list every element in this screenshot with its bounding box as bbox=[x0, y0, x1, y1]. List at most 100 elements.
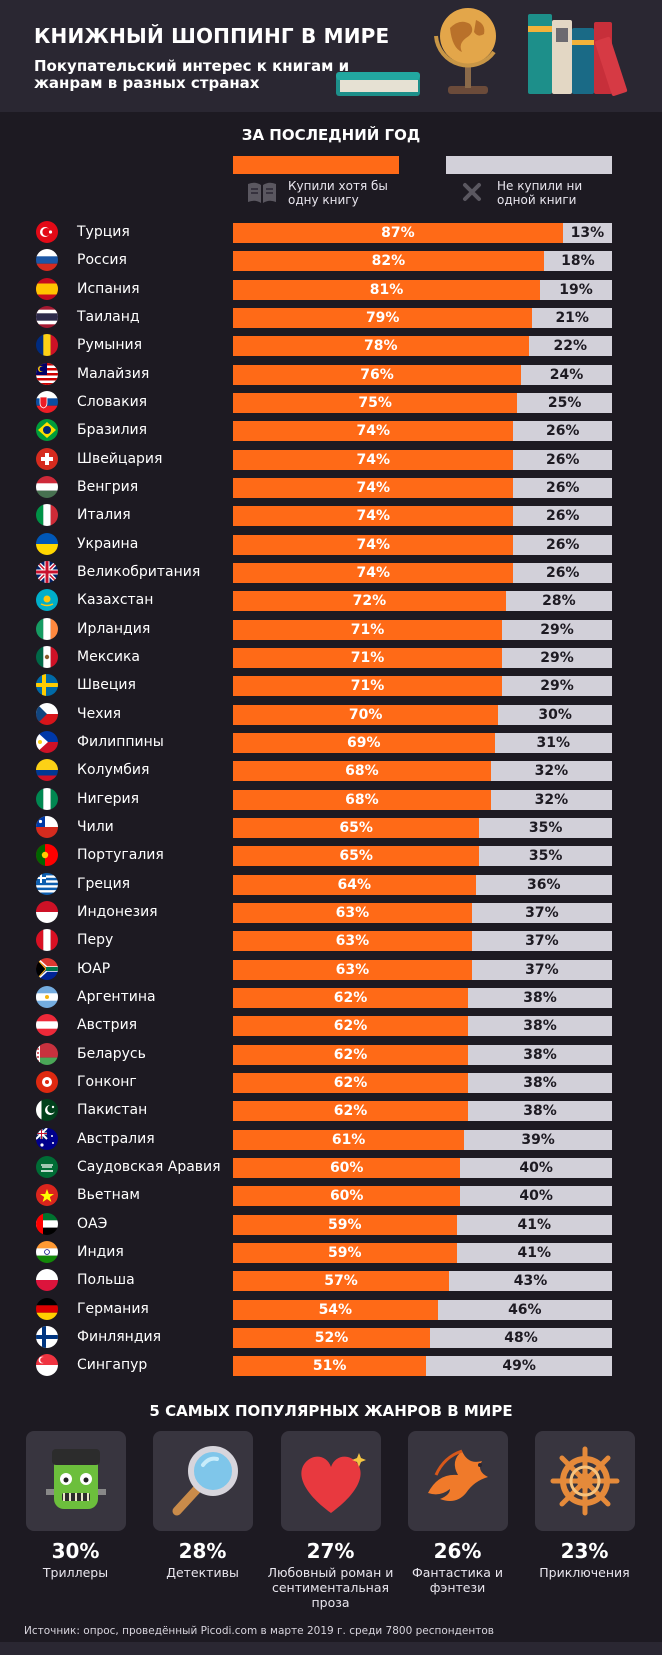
legend-bought-swatch bbox=[233, 156, 399, 174]
bar-not-bought: 37% bbox=[471, 960, 612, 980]
flag-singapore-icon bbox=[36, 1354, 58, 1376]
country-label: Саудовская Аравия bbox=[77, 1159, 221, 1175]
genre-thrillers-pct: 30% bbox=[51, 1539, 100, 1563]
country-label: Турция bbox=[77, 224, 130, 240]
bar-bought: 64% bbox=[233, 875, 476, 895]
bar-not-bought: 38% bbox=[467, 988, 612, 1008]
country-label: Германия bbox=[77, 1301, 149, 1317]
cross-icon bbox=[463, 183, 481, 201]
chart-row: Филиппины 69% 31% bbox=[0, 731, 662, 753]
bar-bought: 59% bbox=[233, 1215, 457, 1235]
genre-romance-pct: 27% bbox=[306, 1539, 355, 1563]
legend-bought-label: Купили хотя бы одну книгу bbox=[288, 179, 388, 207]
bar-not-bought: 26% bbox=[513, 563, 612, 583]
chart-title: ЗА ПОСЛЕДНИЙ ГОД bbox=[241, 126, 421, 144]
country-label: Польша bbox=[77, 1272, 135, 1288]
bar-bought: 62% bbox=[233, 1073, 468, 1093]
flag-hong-kong-icon bbox=[36, 1071, 58, 1093]
chart-row: ОАЭ 59% 41% bbox=[0, 1213, 662, 1235]
chart-row: Мексика 71% 29% bbox=[0, 646, 662, 668]
bar-not-bought: 37% bbox=[471, 931, 612, 951]
chart-row: Гонконг 62% 38% bbox=[0, 1071, 662, 1093]
chart-row: Швеция 71% 29% bbox=[0, 674, 662, 696]
chart-row: Казахстан 72% 28% bbox=[0, 589, 662, 611]
country-label: Швейцария bbox=[77, 451, 163, 467]
flag-vietnam-icon bbox=[36, 1184, 58, 1206]
flag-romania-icon bbox=[36, 334, 58, 356]
chart-row: Аргентина 62% 38% bbox=[0, 986, 662, 1008]
country-label: Чехия bbox=[77, 706, 122, 722]
chart-row: Греция 64% 36% bbox=[0, 873, 662, 895]
chart-row: Германия 54% 46% bbox=[0, 1298, 662, 1320]
bar-bought: 68% bbox=[233, 761, 491, 781]
page-title: КНИЖНЫЙ ШОППИНГ В МИРЕ bbox=[34, 24, 390, 48]
country-label: Австрия bbox=[77, 1017, 138, 1033]
chart-row: Колумбия 68% 32% bbox=[0, 759, 662, 781]
country-label: Румыния bbox=[77, 337, 143, 353]
chart-row: Чехия 70% 30% bbox=[0, 703, 662, 725]
flag-philippines-icon bbox=[36, 731, 58, 753]
genre-romance-name: Любовный роман и сентиментальная проза bbox=[267, 1565, 394, 1610]
bar-not-bought: 49% bbox=[426, 1356, 612, 1376]
bar-not-bought: 29% bbox=[502, 676, 612, 696]
chart-row: Индонезия 63% 37% bbox=[0, 901, 662, 923]
flag-thailand-icon bbox=[36, 306, 58, 328]
flag-india-icon bbox=[36, 1241, 58, 1263]
bar-bought: 59% bbox=[233, 1243, 457, 1263]
bar-not-bought: 31% bbox=[494, 733, 612, 753]
country-label: Индонезия bbox=[77, 904, 158, 920]
genre-fantasy-tile bbox=[408, 1431, 508, 1531]
flag-czech-icon bbox=[36, 703, 58, 725]
genre-detectives-name: Детективы bbox=[166, 1565, 239, 1580]
genre-romance-tile bbox=[281, 1431, 381, 1531]
flag-poland-icon bbox=[36, 1269, 58, 1291]
legend-not-bought-label: Не купили ни одной книги bbox=[497, 179, 583, 207]
genre-thrillers-tile bbox=[26, 1431, 126, 1531]
country-label: Пакистан bbox=[77, 1102, 148, 1118]
footer-strip bbox=[0, 1642, 662, 1655]
chart-row: Италия 74% 26% bbox=[0, 504, 662, 526]
country-label: Греция bbox=[77, 876, 131, 892]
country-label: Нигерия bbox=[77, 791, 140, 807]
bar-not-bought: 32% bbox=[490, 761, 612, 781]
country-label: Бразилия bbox=[77, 422, 148, 438]
chart-row: Турция 87% 13% bbox=[0, 221, 662, 243]
chart-row: Вьетнам 60% 40% bbox=[0, 1184, 662, 1206]
bar-bought: 63% bbox=[233, 903, 472, 923]
chart-row: Австрия 62% 38% bbox=[0, 1014, 662, 1036]
chart-row: Финляндия 52% 48% bbox=[0, 1326, 662, 1348]
flag-mexico-icon bbox=[36, 646, 58, 668]
bar-not-bought: 24% bbox=[521, 365, 612, 385]
country-label: Испания bbox=[77, 281, 140, 297]
page-subtitle: Покупательский интерес к книгам и жанрам… bbox=[34, 57, 350, 92]
bar-not-bought: 29% bbox=[502, 648, 612, 668]
country-label: Украина bbox=[77, 536, 139, 552]
bar-bought: 71% bbox=[233, 676, 503, 696]
bar-not-bought: 26% bbox=[513, 506, 612, 526]
bar-not-bought: 29% bbox=[502, 620, 612, 640]
bar-not-bought: 39% bbox=[464, 1130, 612, 1150]
flag-spain-icon bbox=[36, 278, 58, 300]
bar-bought: 63% bbox=[233, 931, 472, 951]
flag-kazakhstan-icon bbox=[36, 589, 58, 611]
flag-indonesia-icon bbox=[36, 901, 58, 923]
ship-wheel-icon bbox=[550, 1446, 620, 1516]
chart-row: Нигерия 68% 32% bbox=[0, 788, 662, 810]
country-label: Мексика bbox=[77, 649, 140, 665]
chart-row: Чили 65% 35% bbox=[0, 816, 662, 838]
frankenstein-icon bbox=[46, 1449, 106, 1509]
legend-not-bought-swatch bbox=[446, 156, 612, 174]
country-label: Словакия bbox=[77, 394, 148, 410]
chart-row: Таиланд 79% 21% bbox=[0, 306, 662, 328]
flag-russia-icon bbox=[36, 249, 58, 271]
bar-not-bought: 38% bbox=[467, 1073, 612, 1093]
chart-row: Польша 57% 43% bbox=[0, 1269, 662, 1291]
flag-italy-icon bbox=[36, 504, 58, 526]
open-book-icon bbox=[248, 182, 276, 203]
bar-bought: 65% bbox=[233, 846, 480, 866]
bar-bought: 61% bbox=[233, 1130, 465, 1150]
header: КНИЖНЫЙ ШОППИНГ В МИРЕ Покупательский ин… bbox=[0, 0, 662, 112]
flag-belarus-icon bbox=[36, 1043, 58, 1065]
bar-bought: 60% bbox=[233, 1158, 461, 1178]
bar-bought: 52% bbox=[233, 1328, 431, 1348]
